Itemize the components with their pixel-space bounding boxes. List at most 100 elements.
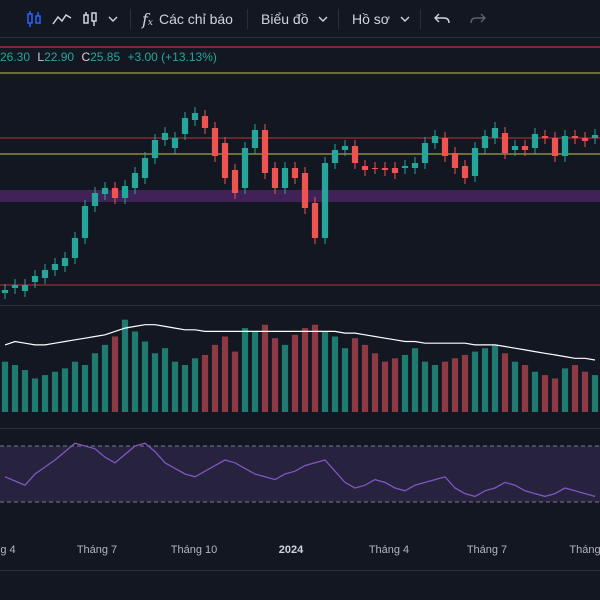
candle-body [271, 168, 279, 188]
volume-bar [151, 353, 159, 412]
candle-body [11, 285, 19, 288]
rsi-band [0, 446, 600, 502]
volume-bar [381, 361, 389, 412]
candles-icon[interactable] [26, 0, 42, 38]
bar-type-icon[interactable] [82, 0, 98, 38]
volume-bar [51, 371, 59, 412]
chevron-down-icon[interactable] [108, 0, 118, 38]
volume-chart[interactable] [0, 306, 600, 416]
bottom-bar [0, 570, 600, 600]
time-tick: Tháng 4 [368, 544, 410, 556]
volume-bar [411, 348, 419, 412]
volume-bar [221, 336, 229, 412]
volume-bar [571, 365, 579, 412]
top-toolbar: fx Các chỉ báo Biểu đồ Hồ sơ [0, 0, 600, 38]
candle-body [241, 148, 249, 188]
candle-body [541, 136, 549, 138]
volume-bar [181, 365, 189, 412]
volume-bar [11, 365, 19, 412]
candle-body [191, 113, 199, 120]
volume-bar [81, 365, 89, 412]
candle-body [481, 136, 489, 148]
candle-body [371, 168, 379, 169]
close-value: 25.85 [90, 50, 121, 64]
low-label: L [37, 50, 45, 64]
candle-body [441, 138, 449, 156]
redo-icon[interactable] [470, 0, 486, 38]
candle-body [391, 168, 399, 173]
candle-body [291, 168, 299, 178]
candle-body [251, 130, 259, 148]
candle-body [61, 258, 69, 266]
volume-bar [91, 353, 99, 412]
candle-body [501, 133, 509, 153]
volume-bar [401, 354, 409, 412]
volume-bar [191, 358, 199, 412]
candle-body [421, 143, 429, 163]
undo-icon[interactable] [434, 0, 450, 38]
change-value: +3.00 (+13.13%) [127, 50, 217, 64]
purple-zone [0, 190, 600, 202]
candle-body [491, 128, 499, 138]
indicators-label: Các chỉ báo [159, 11, 233, 27]
time-tick: Tháng 7 [76, 544, 118, 556]
candle-body [181, 118, 189, 134]
volume-bar [251, 331, 259, 412]
volume-bar [311, 324, 319, 412]
volume-bar [1, 361, 9, 412]
volume-bar [471, 351, 479, 412]
candle-body [201, 116, 209, 128]
candle-body [311, 203, 319, 238]
candle-body [231, 170, 239, 193]
volume-bar [591, 375, 599, 412]
time-tick: Tháng [569, 544, 600, 556]
candle-body [571, 136, 579, 138]
chart-menu-label: Biểu đồ [261, 11, 309, 27]
candle-body [1, 290, 9, 293]
volume-bar [341, 348, 349, 412]
candle-body [451, 153, 459, 168]
chart-menu-button[interactable]: Biểu đồ [261, 0, 328, 38]
candle-body [431, 136, 439, 143]
candle-body [31, 276, 39, 282]
volume-bar [541, 375, 549, 412]
candle-body [151, 140, 159, 158]
candle-body [511, 146, 519, 150]
candle-body [471, 148, 479, 176]
candle-body [351, 146, 359, 163]
volume-bar [561, 368, 569, 412]
volume-bar [111, 336, 119, 412]
line-chart-icon[interactable] [52, 0, 72, 38]
candle-body [381, 168, 389, 170]
candle-body [121, 186, 129, 198]
price-chart[interactable] [0, 38, 600, 303]
profile-menu-label: Hồ sơ [352, 11, 390, 27]
candle-body [161, 133, 169, 140]
pane-divider [0, 428, 600, 429]
indicators-button[interactable]: fx Các chỉ báo [142, 0, 233, 38]
candle-body [141, 158, 149, 178]
volume-bar [361, 344, 369, 412]
volume-bar [461, 354, 469, 412]
volume-ma-line [4, 324, 596, 361]
pane-divider [0, 305, 600, 306]
chevron-down-icon [400, 16, 410, 22]
time-axis[interactable]: g 4 Tháng 7 Tháng 10 2024 Tháng 4 Tháng … [0, 530, 600, 570]
time-tick: Tháng 7 [466, 544, 508, 556]
candle-body [41, 270, 49, 278]
candle-body [591, 135, 599, 138]
profile-menu-button[interactable]: Hồ sơ [352, 0, 410, 38]
candle-body [341, 146, 349, 150]
volume-bar [321, 331, 329, 412]
candle-body [331, 150, 339, 163]
volume-bar [211, 344, 219, 412]
volume-bar [291, 334, 299, 412]
candle-body [551, 138, 559, 156]
volume-bar [231, 351, 239, 412]
rsi-line [4, 442, 596, 498]
candle-body [581, 138, 589, 141]
candles-group [1, 107, 599, 299]
candle-body [221, 143, 229, 178]
rsi-chart[interactable] [0, 430, 600, 530]
candle-body [521, 146, 529, 150]
